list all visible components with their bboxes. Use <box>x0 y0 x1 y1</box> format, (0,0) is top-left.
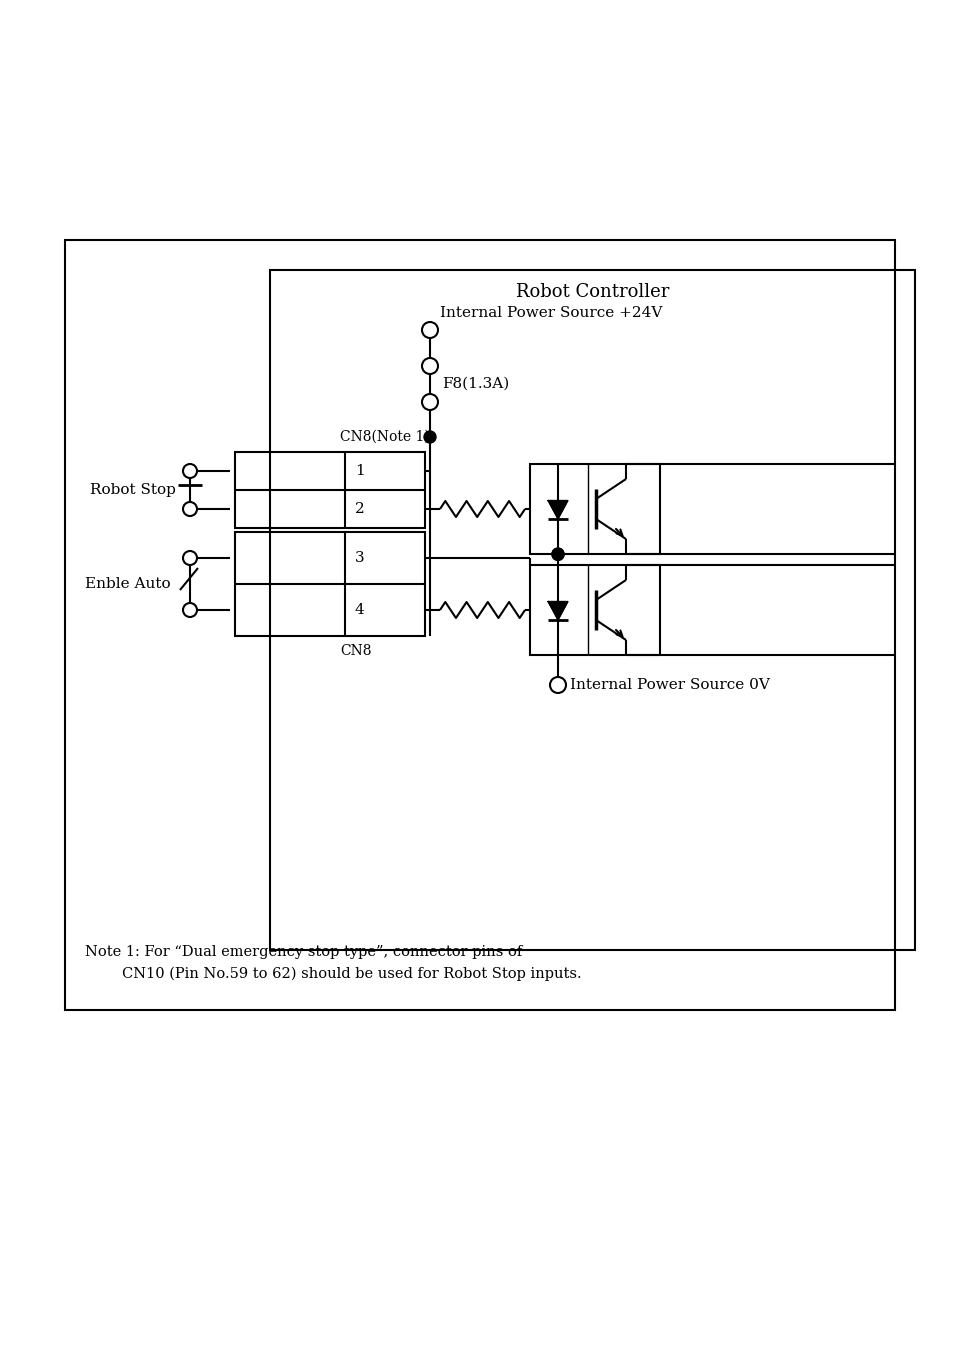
Text: F8(1.3A): F8(1.3A) <box>441 377 509 390</box>
Bar <box>234 453 424 528</box>
Text: CN8(Note 1): CN8(Note 1) <box>339 430 429 444</box>
Bar <box>530 565 659 655</box>
Bar <box>234 532 424 636</box>
Polygon shape <box>548 501 567 519</box>
Text: CN8: CN8 <box>339 644 371 658</box>
Bar <box>270 270 914 950</box>
Text: 2: 2 <box>355 503 364 516</box>
Bar <box>530 463 659 554</box>
Text: CN10 (Pin No.59 to 62) should be used for Robot Stop inputs.: CN10 (Pin No.59 to 62) should be used fo… <box>85 967 581 981</box>
Circle shape <box>552 549 563 561</box>
Circle shape <box>423 431 436 443</box>
Text: 4: 4 <box>355 603 364 617</box>
Text: 3: 3 <box>355 551 364 565</box>
Text: Internal Power Source 0V: Internal Power Source 0V <box>569 678 769 692</box>
Text: Enble Auto: Enble Auto <box>85 577 171 590</box>
Text: 1: 1 <box>355 463 364 478</box>
Text: Internal Power Source +24V: Internal Power Source +24V <box>439 305 661 320</box>
Text: Note 1: For “Dual emergency stop type”, connector pins of: Note 1: For “Dual emergency stop type”, … <box>85 944 521 959</box>
Text: Robot Controller: Robot Controller <box>516 282 668 301</box>
Polygon shape <box>548 601 567 620</box>
Circle shape <box>552 549 563 561</box>
Text: Robot Stop: Robot Stop <box>90 484 175 497</box>
Bar <box>65 240 894 1011</box>
